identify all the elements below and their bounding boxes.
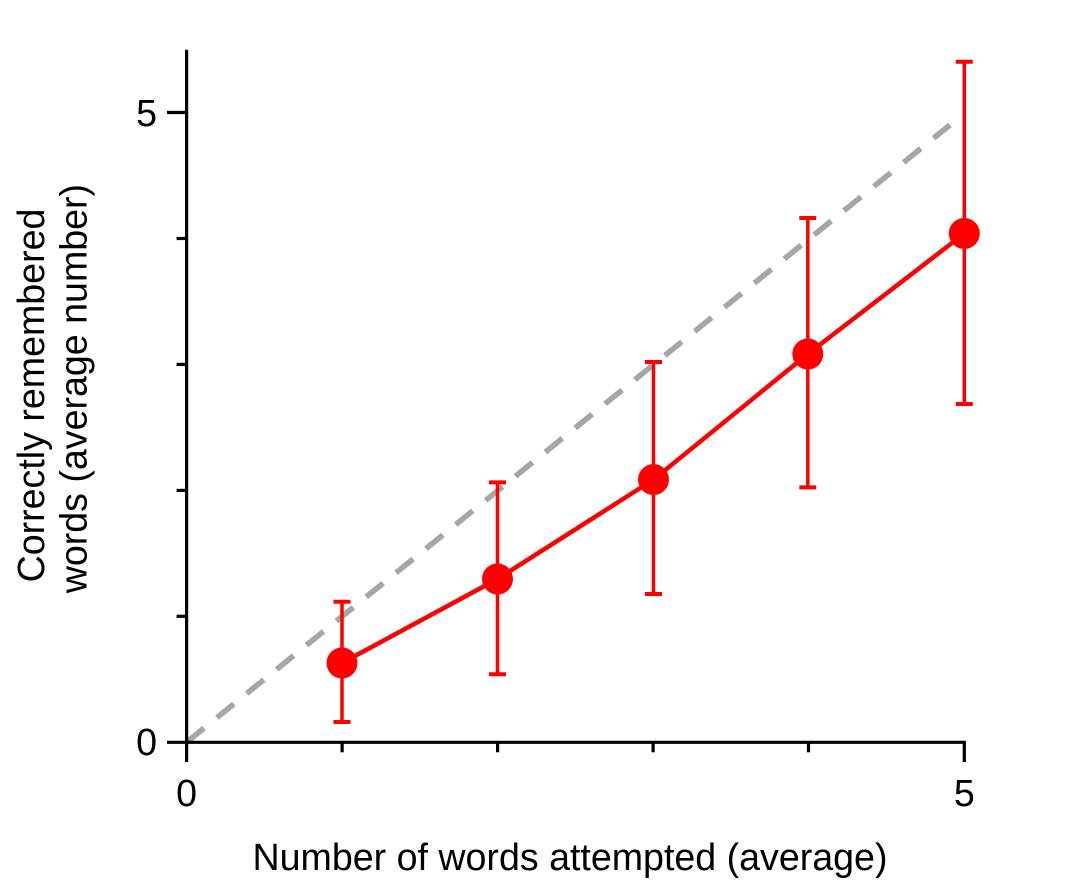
svg-text:0: 0 [176, 772, 197, 814]
svg-text:Correctly remembered: Correctly remembered [10, 209, 52, 583]
svg-text:words (average number): words (average number) [53, 184, 95, 594]
svg-text:5: 5 [954, 772, 975, 814]
svg-text:0: 0 [136, 721, 157, 763]
svg-text:Number of words attempted (ave: Number of words attempted (average) [253, 836, 888, 878]
svg-text:5: 5 [136, 92, 157, 134]
